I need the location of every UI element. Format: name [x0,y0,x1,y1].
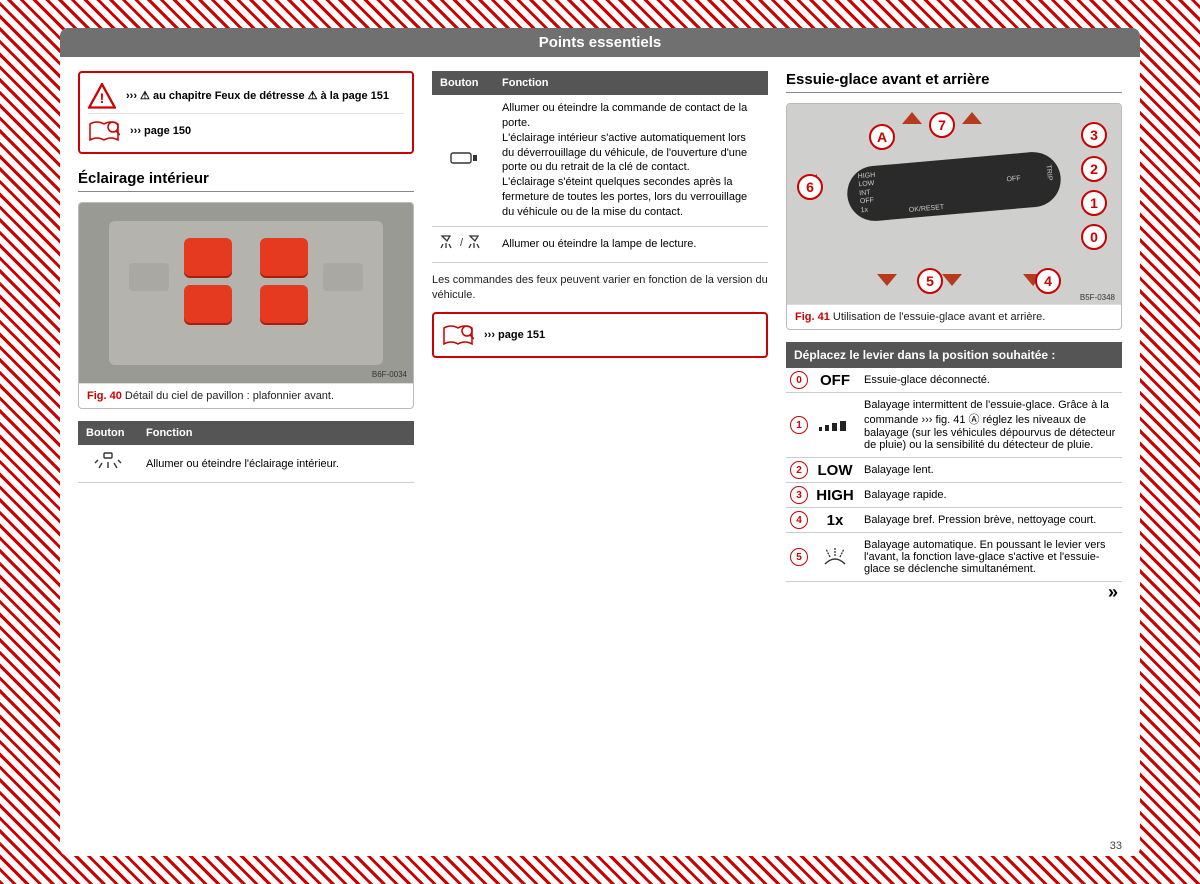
table2-header-function: Fonction [494,71,768,95]
column-3: Essuie-glace avant et arrière HIGH LOW I… [786,71,1122,832]
table-row: 2 LOW Balayage lent. [786,458,1122,483]
callout-7: 7 [929,112,955,138]
figure-40: B6F-0034 Fig. 40 Détail du ciel de pavil… [78,202,414,409]
wiper-positions-table: 0 OFF Essuie-glace déconnecté. 1 Balayag… [786,368,1122,582]
page-number: 33 [60,840,1140,856]
1x-symbol: 1x [812,508,858,532]
table-row: 5 Balayage automatique. En poussant le l… [786,533,1122,582]
arrow-up-icon [952,112,992,152]
figure-40-caption: Détail du ciel de pavillon : plafonnier … [125,390,334,402]
wiper-table-title: Déplacez le levier dans la position souh… [786,342,1122,368]
low-symbol: LOW [812,458,858,482]
continue-arrow-icon: » [786,582,1122,603]
interior-light-desc: Allumer ou éteindre l'éclairage intérieu… [138,445,414,483]
book-icon [88,120,120,142]
callout-0: 0 [1081,224,1107,250]
reference-box: ! ››› ⚠ au chapitre Feux de détresse ⚠ à… [78,71,414,154]
table-row: 0 OFF Essuie-glace déconnecté. [786,368,1122,393]
book-icon [442,324,474,346]
version-note: Les commandes des feux peuvent varier en… [432,273,768,303]
warning-ref-text: ››› ⚠ au chapitre Feux de détresse ⚠ à l… [126,89,389,102]
arrow-up-icon [892,112,932,152]
figure-41-caption: Utilisation de l'essuie-glace avant et a… [833,311,1045,323]
lighting-table-2: Bouton Fonction Allumer ou éteindre la c… [432,71,768,263]
table-header-function: Fonction [138,421,414,445]
table2-header-button: Bouton [432,71,494,95]
book-ref-text-2: ››› page 151 [484,329,545,341]
callout-6: 6 [797,174,823,200]
washer-icon [812,533,858,581]
reference-box-2: ››› page 151 [432,312,768,358]
high-symbol: HIGH [812,483,858,507]
figure-40-image: B6F-0034 [79,203,413,383]
figure-41-image: HIGH LOW INT OFF 1x OK/RESET OFF TRIP [787,104,1121,304]
intermittent-symbol [812,393,858,457]
callout-3: 3 [1081,122,1107,148]
lever-label: OK/RESET [909,204,945,214]
callout-4: 4 [1035,268,1061,294]
callout-1: 1 [1081,190,1107,216]
arrow-down-icon [867,246,907,286]
section-title-lighting: Éclairage intérieur [78,170,414,192]
table-row: 1 Balayage intermittent de l'essuie-glac… [786,393,1122,458]
section-title-wipers: Essuie-glace avant et arrière [786,71,1122,93]
figure-41-number: Fig. 41 [795,311,830,323]
lighting-table-1: Bouton Fonction Allumer ou éteindre l'éc… [78,421,414,483]
callout-a: A [869,124,895,150]
reading-lamp-icon: / [432,226,494,262]
svg-text:/: / [460,237,464,249]
callout-5: 5 [917,268,943,294]
svg-text:!: ! [100,90,105,106]
figure-41: HIGH LOW INT OFF 1x OK/RESET OFF TRIP [786,103,1122,330]
figure-41-code: B5F-0348 [1080,293,1115,302]
interior-light-icon [78,445,138,483]
column-2: Bouton Fonction Allumer ou éteindre la c… [432,71,768,832]
off-symbol: OFF [812,368,858,392]
table-row: 4 1x Balayage bref. Pression brève, nett… [786,508,1122,533]
column-1: ! ››› ⚠ au chapitre Feux de détresse ⚠ à… [78,71,414,832]
figure-40-number: Fig. 40 [87,390,122,402]
lever-label: OFF [1006,175,1021,183]
table-row: 3 HIGH Balayage rapide. [786,483,1122,508]
door-contact-icon [432,95,494,226]
lever-label: TRIP [1044,164,1052,181]
page-title: Points essentiels [60,28,1140,57]
figure-40-code: B6F-0034 [372,370,407,379]
lever-label: 1x [860,205,878,215]
callout-2: 2 [1081,156,1107,182]
warning-triangle-icon: ! [88,83,116,107]
table-header-button: Bouton [78,421,138,445]
reading-lamp-desc: Allumer ou éteindre la lampe de lecture. [494,226,768,262]
book-ref-text: ››› page 150 [130,125,191,137]
content-columns: ! ››› ⚠ au chapitre Feux de détresse ⚠ à… [60,57,1140,840]
door-contact-desc: Allumer ou éteindre la commande de conta… [494,95,768,226]
